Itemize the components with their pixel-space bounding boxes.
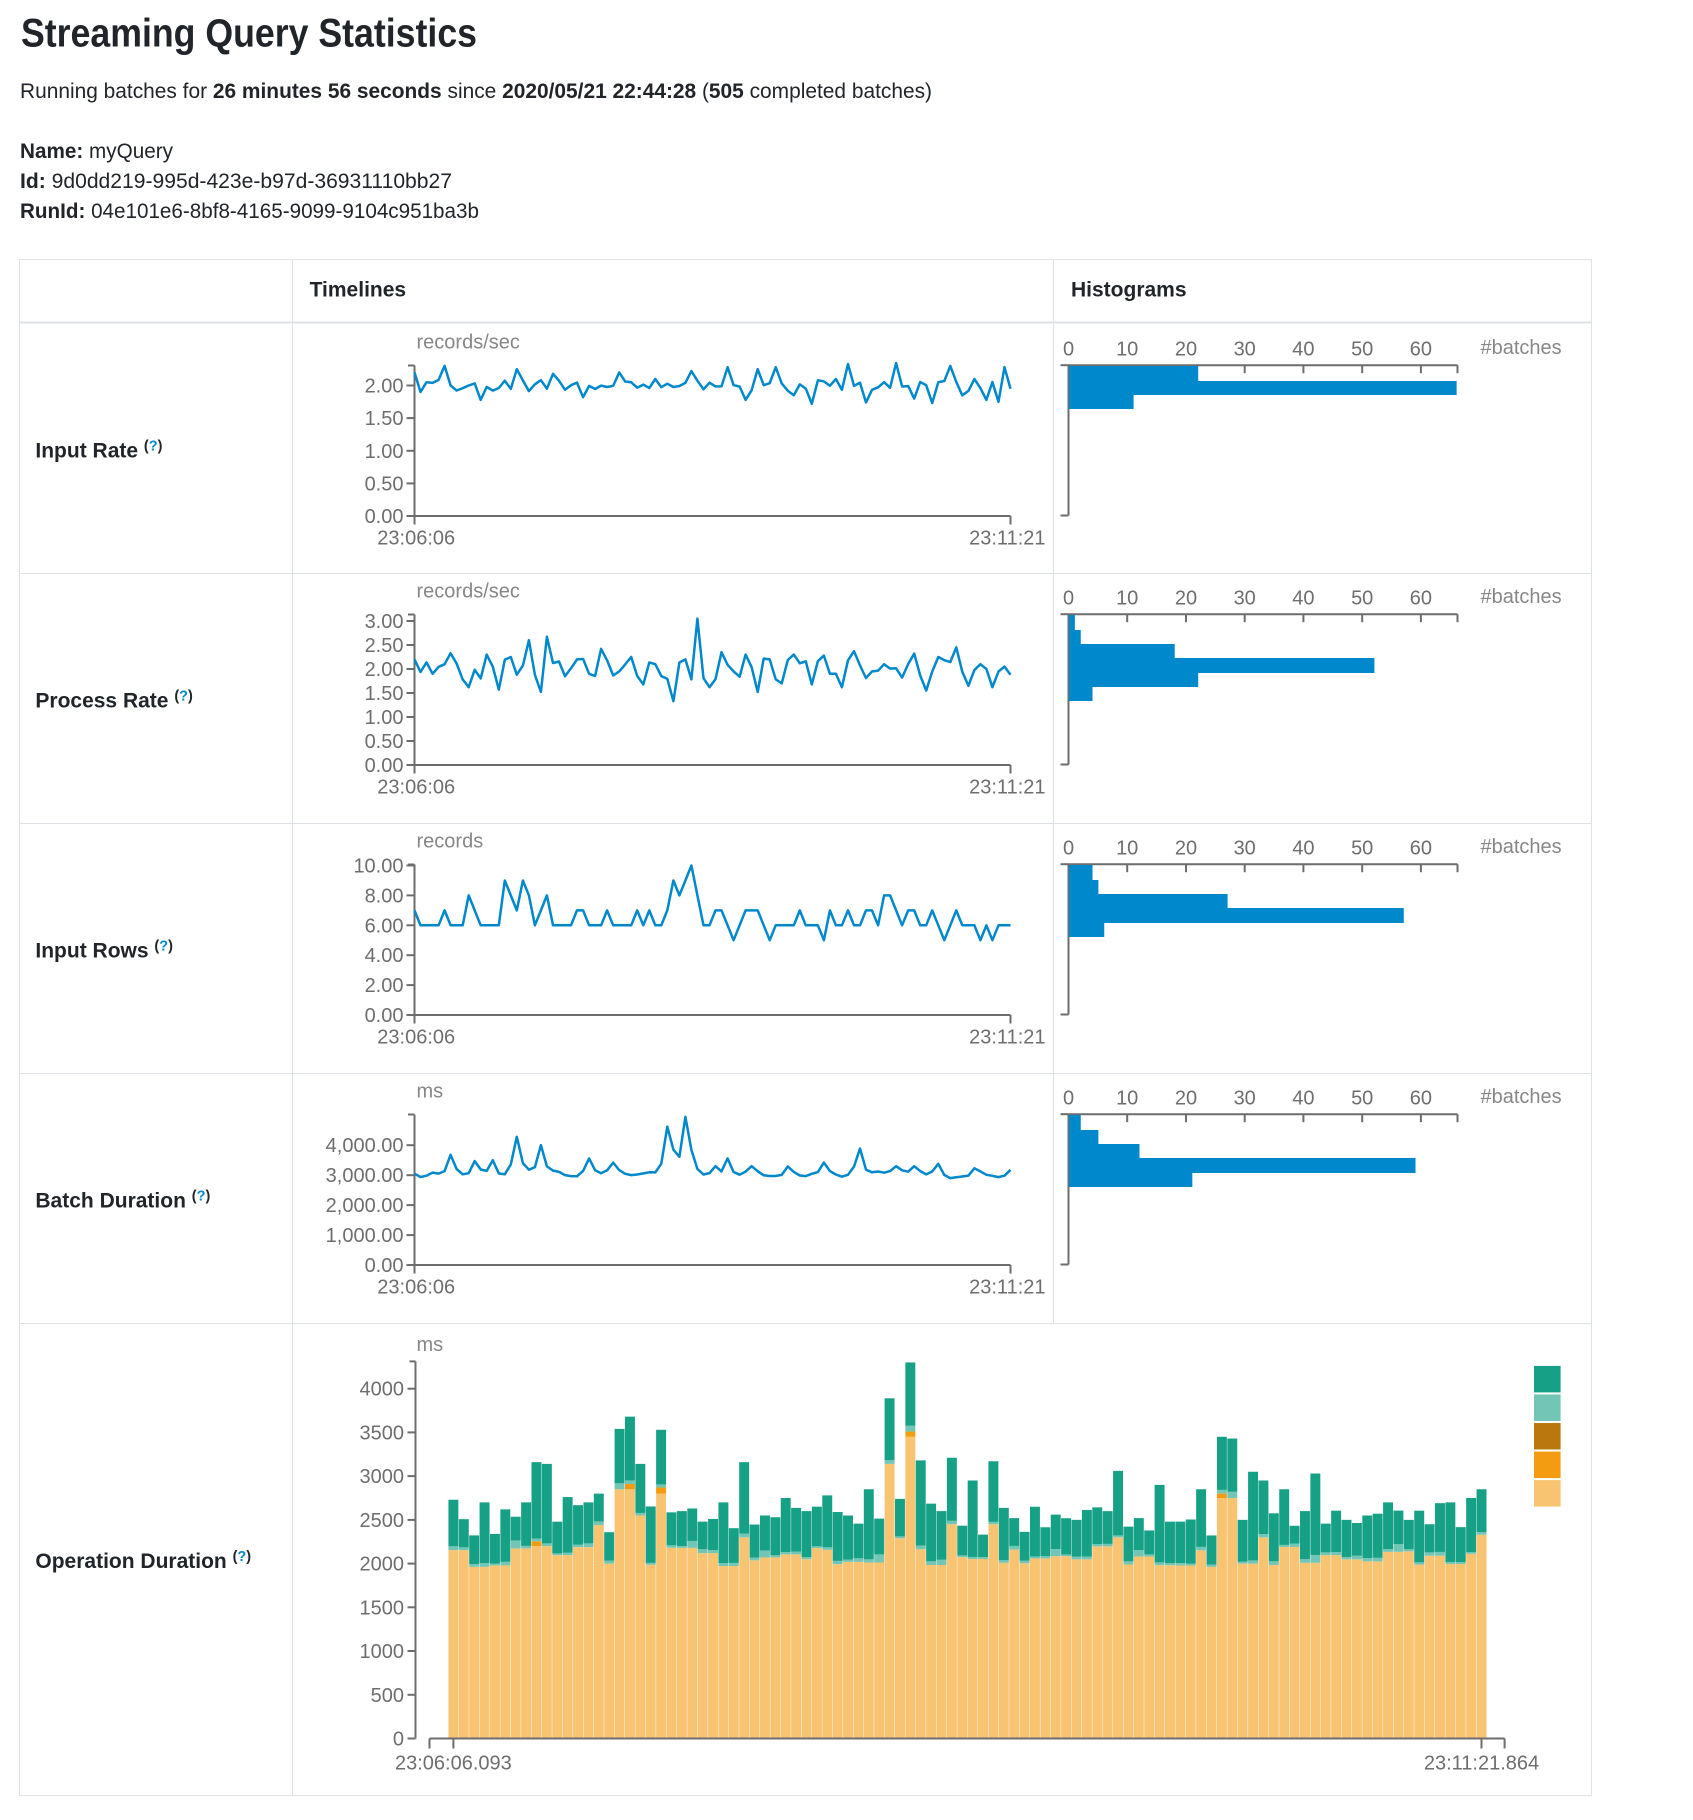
svg-text:30: 30 [1234,1088,1256,1110]
svg-text:Input Rate (?): Input Rate (?) [35,438,162,462]
svg-text:records: records [417,831,484,853]
svg-text:40: 40 [1292,838,1314,860]
svg-text:0.00: 0.00 [365,1005,404,1027]
svg-text:1.00: 1.00 [365,441,404,463]
svg-text:60: 60 [1410,588,1432,610]
svg-text:RunId: 04e101e6-8bf8-4165-9099: RunId: 04e101e6-8bf8-4165-9099-9104c951b… [20,200,479,223]
svg-text:10: 10 [1116,838,1138,860]
svg-text:Operation Duration (?): Operation Duration (?) [35,1549,251,1573]
svg-text:10: 10 [1116,1088,1138,1110]
svg-text:3.00: 3.00 [365,611,404,633]
svg-text:1.50: 1.50 [365,408,404,430]
svg-text:23:11:21: 23:11:21 [969,1277,1045,1299]
svg-text:40: 40 [1292,1088,1314,1110]
svg-text:1500: 1500 [360,1597,405,1619]
svg-text:60: 60 [1410,1088,1432,1110]
svg-text:Id: 9d0dd219-995d-423e-b97d-36: Id: 9d0dd219-995d-423e-b97d-36931110bb27 [20,170,452,193]
svg-text:Name: myQuery: Name: myQuery [20,140,173,163]
svg-text:40: 40 [1292,588,1314,610]
svg-text:10: 10 [1116,339,1138,361]
svg-text:40: 40 [1292,339,1314,361]
svg-text:Timelines: Timelines [310,279,407,302]
svg-text:0.50: 0.50 [365,731,404,753]
svg-text:0: 0 [1063,339,1074,361]
svg-text:60: 60 [1410,838,1432,860]
svg-text:50: 50 [1351,588,1373,610]
svg-text:#batches: #batches [1481,1086,1562,1108]
svg-text:#batches: #batches [1481,337,1562,359]
svg-text:0: 0 [1063,838,1074,860]
svg-text:0.00: 0.00 [365,506,404,528]
svg-text:3,000.00: 3,000.00 [326,1165,404,1187]
svg-text:50: 50 [1351,1088,1373,1110]
svg-text:2.00: 2.00 [365,376,404,398]
svg-text:20: 20 [1175,1088,1197,1110]
svg-text:30: 30 [1234,838,1256,860]
svg-text:23:06:06.093: 23:06:06.093 [395,1753,512,1775]
svg-text:20: 20 [1175,588,1197,610]
svg-text:Process Rate (?): Process Rate (?) [35,688,193,712]
svg-text:Streaming Query Statistics: Streaming Query Statistics [21,12,477,56]
svg-text:1000: 1000 [360,1641,405,1663]
svg-text:3000: 3000 [360,1466,405,1488]
svg-text:#batches: #batches [1481,586,1562,608]
svg-text:0.50: 0.50 [365,473,404,495]
svg-text:2.00: 2.00 [365,975,404,997]
svg-text:records/sec: records/sec [417,581,520,603]
svg-text:6.00: 6.00 [365,915,404,937]
svg-text:2000: 2000 [360,1554,405,1576]
svg-text:30: 30 [1234,339,1256,361]
svg-text:30: 30 [1234,588,1256,610]
svg-text:Batch Duration (?): Batch Duration (?) [35,1188,210,1212]
svg-text:0: 0 [393,1729,404,1751]
svg-text:60: 60 [1410,339,1432,361]
svg-text:ms: ms [417,1081,444,1103]
svg-text:0: 0 [1063,588,1074,610]
svg-text:23:06:06: 23:06:06 [377,777,455,799]
svg-text:50: 50 [1351,339,1373,361]
svg-text:2.00: 2.00 [365,659,404,681]
svg-text:10: 10 [1116,588,1138,610]
svg-text:20: 20 [1175,339,1197,361]
svg-text:23:06:06: 23:06:06 [377,1277,455,1299]
svg-text:20: 20 [1175,838,1197,860]
svg-text:Histograms: Histograms [1071,279,1187,302]
svg-text:4.00: 4.00 [365,945,404,967]
svg-text:23:11:21: 23:11:21 [969,528,1045,550]
svg-text:1.50: 1.50 [365,683,404,705]
svg-text:2500: 2500 [360,1510,405,1532]
svg-text:0: 0 [1063,1088,1074,1110]
svg-text:records/sec: records/sec [417,332,520,354]
svg-text:#batches: #batches [1481,836,1562,858]
svg-text:4,000.00: 4,000.00 [326,1135,404,1157]
svg-text:23:06:06: 23:06:06 [377,528,455,550]
svg-text:Running batches for 26 minutes: Running batches for 26 minutes 56 second… [20,80,932,103]
svg-text:1,000.00: 1,000.00 [326,1225,404,1247]
svg-text:23:11:21.864: 23:11:21.864 [1424,1753,1539,1775]
svg-text:3500: 3500 [360,1422,405,1444]
svg-text:Input Rows (?): Input Rows (?) [35,938,173,962]
svg-text:23:06:06: 23:06:06 [377,1027,455,1049]
svg-text:50: 50 [1351,838,1373,860]
svg-text:2,000.00: 2,000.00 [326,1195,404,1217]
svg-text:500: 500 [371,1685,404,1707]
svg-text:8.00: 8.00 [365,885,404,907]
svg-text:10.00: 10.00 [353,856,403,878]
svg-text:0.00: 0.00 [365,1255,404,1277]
svg-text:1.00: 1.00 [365,707,404,729]
svg-text:0.00: 0.00 [365,755,404,777]
svg-text:ms: ms [417,1334,444,1356]
svg-text:4000: 4000 [360,1379,405,1401]
svg-text:23:11:21: 23:11:21 [969,777,1045,799]
svg-text:2.50: 2.50 [365,635,404,657]
svg-text:23:11:21: 23:11:21 [969,1027,1045,1049]
